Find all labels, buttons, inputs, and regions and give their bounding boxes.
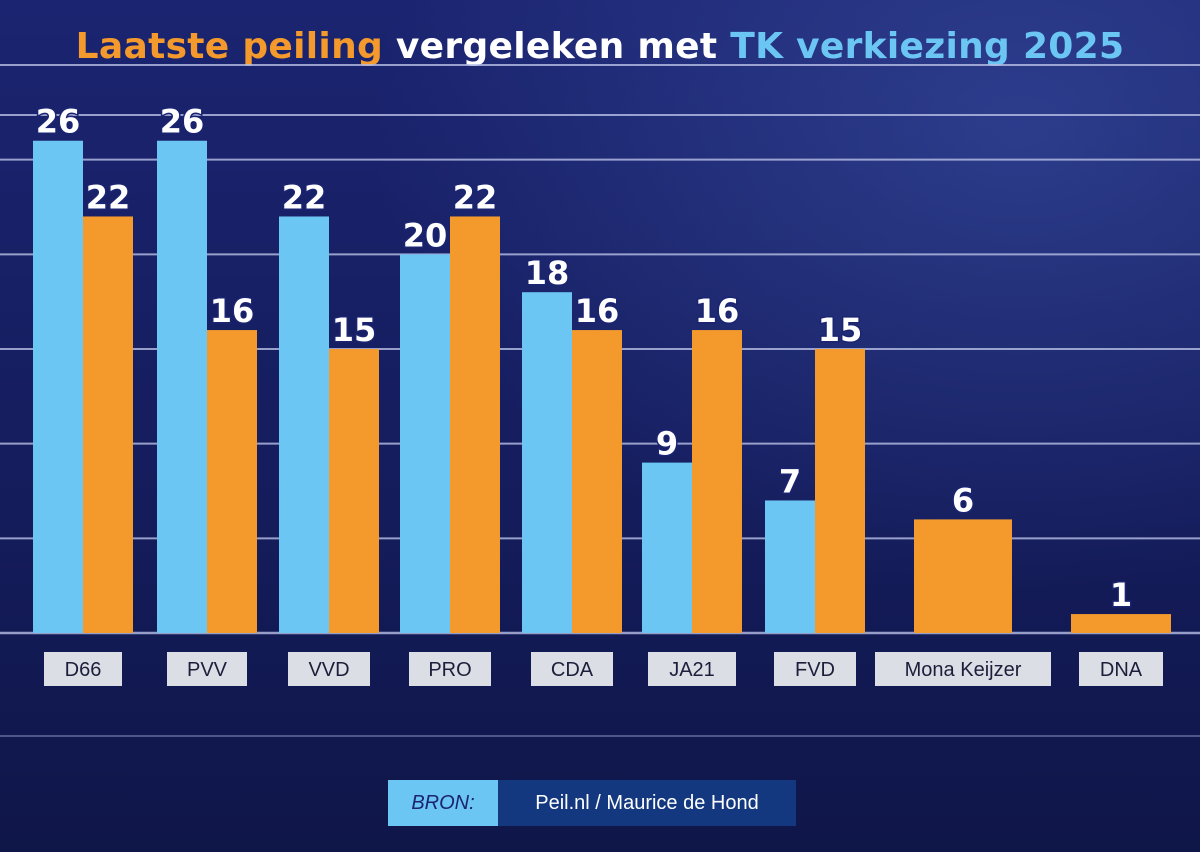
- title-part-white: vergeleken met: [383, 26, 731, 67]
- value-label: 16: [695, 292, 740, 330]
- chart-title: Laatste peiling vergeleken met TK verkie…: [0, 26, 1200, 67]
- category-label-box: [774, 652, 856, 686]
- bar-peiling: [329, 349, 379, 633]
- category-label-box: [1079, 652, 1163, 686]
- bar-peiling: [914, 519, 1012, 633]
- bar-peiling: [692, 330, 742, 633]
- bar-peiling: [572, 330, 622, 633]
- category-label-box: [531, 652, 613, 686]
- source-label: BRON:: [388, 780, 498, 826]
- category-label: PVV: [187, 659, 228, 681]
- category-label: DNA: [1100, 659, 1143, 681]
- category-label: JA21: [669, 659, 715, 681]
- value-label: 15: [332, 311, 377, 349]
- value-label: 15: [818, 311, 863, 349]
- bar-tk2025: [522, 292, 572, 633]
- category-label: Mona Keijzer: [905, 659, 1022, 681]
- value-label: 26: [160, 103, 205, 141]
- value-label: 7: [779, 462, 801, 500]
- category-label-box: [167, 652, 247, 686]
- value-label: 9: [656, 425, 678, 463]
- bar-peiling: [815, 349, 865, 633]
- bar-tk2025: [642, 462, 692, 633]
- category-label-box: [44, 652, 122, 686]
- bar-peiling: [207, 330, 257, 633]
- source-box: BRON: Peil.nl / Maurice de Hond: [388, 780, 796, 826]
- value-label: 22: [453, 178, 498, 216]
- category-label-box: [409, 652, 491, 686]
- category-labels: D66 PVV VVD PRO CDA JA21 FVD Mona Keijzer DNA: [44, 652, 1163, 686]
- value-label: 22: [86, 178, 131, 216]
- bar-peiling: [450, 216, 500, 633]
- category-label: D66: [65, 659, 102, 681]
- bar-tk2025: [33, 140, 83, 633]
- bar-peiling: [1071, 614, 1171, 633]
- bar-tk2025: [765, 500, 815, 633]
- value-label: 1: [1110, 576, 1132, 614]
- value-label: 6: [952, 481, 974, 519]
- category-label-box: [648, 652, 736, 686]
- value-label: 26: [36, 103, 81, 141]
- value-label: 22: [282, 178, 327, 216]
- category-label: CDA: [551, 659, 594, 681]
- bars: [33, 140, 1171, 634]
- bar-tk2025: [279, 216, 329, 633]
- value-label: 18: [525, 254, 570, 292]
- bar-tk2025: [157, 140, 207, 633]
- bar-tk2025: [400, 254, 450, 634]
- category-label: FVD: [795, 659, 835, 681]
- category-label: PRO: [428, 659, 471, 681]
- value-label: 16: [575, 292, 620, 330]
- source-text: Peil.nl / Maurice de Hond: [498, 780, 796, 826]
- category-label: VVD: [308, 659, 349, 681]
- title-part-orange: Laatste peiling: [75, 26, 384, 67]
- bar-peiling: [83, 216, 133, 633]
- value-label: 20: [403, 216, 448, 254]
- category-label-box: [288, 652, 370, 686]
- title-part-blue: TK verkiezing 2025: [730, 26, 1125, 67]
- value-label: 16: [210, 292, 255, 330]
- category-label-box: [875, 652, 1051, 686]
